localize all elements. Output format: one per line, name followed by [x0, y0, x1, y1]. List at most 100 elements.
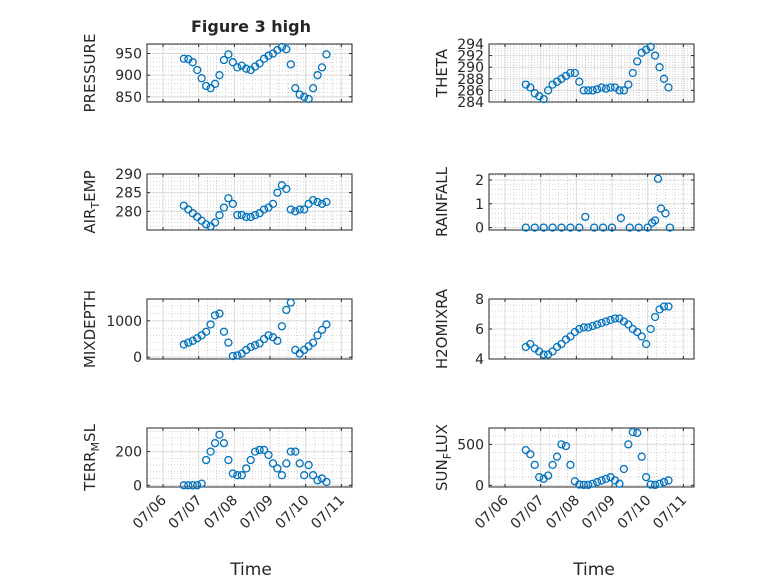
y-tick-label: 280: [115, 204, 142, 220]
data-point: [259, 205, 269, 214]
data-point: [575, 324, 584, 334]
figure-title: Figure 3 high: [191, 17, 311, 36]
data-point: [255, 445, 264, 455]
data-point: [656, 204, 666, 213]
data-point: [624, 80, 633, 89]
data-point: [588, 321, 597, 331]
data-point: [219, 203, 229, 212]
data-point: [588, 479, 597, 488]
data-point: [277, 322, 287, 331]
data-point: [313, 197, 322, 207]
data-point: [179, 54, 188, 63]
data-point: [282, 45, 291, 54]
data-point: [308, 338, 318, 347]
data-point: [219, 55, 229, 65]
data-point: [610, 314, 620, 323]
data-point: [201, 81, 211, 91]
x-tick-label: 07/08: [543, 493, 583, 533]
data-point: [286, 205, 295, 214]
y-tick-label: 950: [115, 47, 142, 63]
axes-box: [488, 43, 695, 103]
data-point: [273, 464, 282, 473]
data-point: [579, 480, 588, 490]
data-point: [210, 79, 220, 88]
data-point: [646, 480, 655, 489]
data-point: [526, 450, 535, 459]
data-point: [215, 210, 224, 220]
data-point: [322, 320, 331, 329]
y-tick-label: 284: [457, 95, 484, 111]
data-point: [575, 77, 584, 86]
y-tick-label: 0: [475, 221, 484, 237]
data-point: [206, 320, 215, 329]
data-point: [282, 305, 291, 315]
x-tick-label: 07/06: [130, 492, 170, 532]
data-point: [295, 459, 304, 468]
data-point: [598, 223, 608, 232]
data-point: [273, 336, 282, 345]
data-point: [535, 473, 544, 482]
data-point: [317, 325, 327, 335]
data-point: [597, 83, 606, 92]
data-point: [246, 342, 255, 352]
data-point: [291, 83, 300, 93]
data-point: [601, 474, 611, 483]
data-point: [655, 479, 664, 488]
data-point: [539, 94, 548, 104]
data-point: [637, 452, 646, 461]
data-point: [624, 320, 633, 329]
data-point: [317, 199, 327, 209]
y-axis-label: H2OMIXRA: [433, 288, 451, 369]
data-point: [300, 92, 309, 101]
data-point: [179, 481, 188, 490]
data-point: [322, 477, 331, 487]
data-point: [277, 471, 287, 480]
subplot-3: 280 285 290 AIRTEMP: [81, 167, 353, 234]
data-point: [619, 464, 629, 474]
data-point: [215, 71, 224, 80]
data-point: [228, 469, 238, 478]
data-point: [277, 42, 287, 52]
x-tick-label: 07/10: [615, 493, 655, 533]
data-point: [201, 455, 211, 465]
data-point: [286, 60, 295, 69]
axes-box: [146, 173, 353, 231]
y-tick-label: 290: [115, 167, 142, 183]
data-point: [259, 445, 269, 455]
data-point: [219, 439, 229, 448]
data-point: [579, 86, 588, 95]
data-point: [210, 311, 220, 320]
y-tick-label: 2: [475, 173, 484, 189]
y-axis-label: SUNFLUX: [433, 424, 454, 491]
x-axis-label-left: Time: [229, 560, 272, 580]
y-tick-label: 0: [475, 478, 484, 494]
x-tick-label: 07/11: [650, 493, 690, 533]
data-point: [264, 331, 273, 340]
data-point: [300, 471, 309, 480]
y-tick-label: 850: [115, 90, 142, 106]
data-point: [624, 440, 633, 449]
data-point: [322, 197, 331, 207]
data-point: [201, 327, 211, 336]
data-point: [210, 218, 220, 227]
data-point: [268, 459, 278, 468]
data-point: [308, 195, 318, 205]
data-point: [664, 302, 673, 311]
data-point: [237, 471, 246, 480]
data-point: [237, 210, 246, 220]
data-point: [557, 223, 566, 232]
data-point: [313, 331, 322, 340]
data-point: [650, 480, 660, 490]
data-point: [575, 223, 584, 232]
subplot-1: 850 900 950 PRESSURE: [81, 34, 353, 113]
y-tick-label: 8: [475, 292, 484, 308]
y-tick-label: 0: [133, 478, 142, 494]
data-point: [539, 223, 548, 232]
data-point: [646, 324, 655, 334]
data-point: [215, 430, 224, 439]
data-point: [184, 481, 193, 490]
plot-area: [147, 428, 352, 487]
data-point: [184, 338, 193, 347]
y-axis-label: PRESSURE: [81, 34, 99, 113]
